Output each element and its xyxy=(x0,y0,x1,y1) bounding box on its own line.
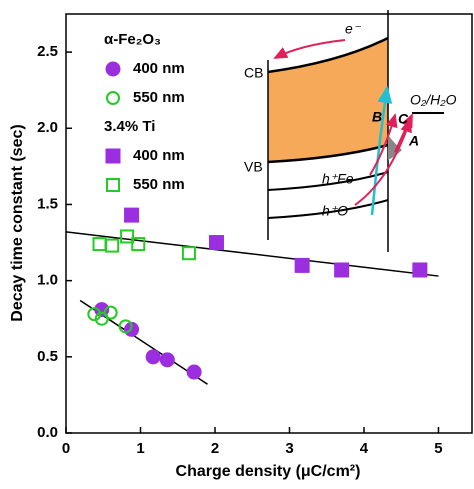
point xyxy=(87,307,102,322)
y-tick-label: 0.0 xyxy=(37,424,58,441)
arrow-red xyxy=(369,113,398,176)
point xyxy=(92,237,107,252)
point xyxy=(145,349,161,365)
inset-label: h⁺O xyxy=(322,203,348,219)
inset-label: e⁻ xyxy=(345,21,362,37)
arrow-a xyxy=(354,118,412,206)
legend-label: 550 nm xyxy=(133,89,185,106)
x-tick-label: 2 xyxy=(211,440,219,457)
inset-label: B xyxy=(372,109,382,125)
x-tick-label: 0 xyxy=(62,440,70,457)
legend-marker xyxy=(106,91,120,105)
cb-edge xyxy=(267,36,389,74)
y-tick-label: 1.0 xyxy=(37,272,58,289)
point xyxy=(159,352,175,368)
inset-label: C xyxy=(398,111,409,127)
arrow-b xyxy=(370,85,393,216)
legend-label: 550 nm xyxy=(133,176,185,193)
inset-label: VB xyxy=(244,159,263,175)
legend-group: 3.4% Ti xyxy=(104,118,155,135)
point xyxy=(334,262,350,278)
y-tick-label: 2.0 xyxy=(37,119,58,136)
y-tick-label: 0.5 xyxy=(37,348,58,365)
vb-edge xyxy=(267,143,389,164)
point xyxy=(181,246,196,261)
legend-marker xyxy=(105,61,121,77)
inset-label: O₂/H₂O xyxy=(410,92,457,108)
inset-label: A xyxy=(408,133,419,149)
x-tick-label: 1 xyxy=(136,440,144,457)
x-axis-label: Charge density (μC/cm²) xyxy=(176,463,361,480)
o-level xyxy=(267,199,389,219)
point xyxy=(105,238,120,253)
y-tick-label: 2.5 xyxy=(37,43,58,60)
x-tick-label: 4 xyxy=(360,440,369,457)
fit-line xyxy=(65,231,439,277)
legend-label: 400 nm xyxy=(133,147,185,164)
y-axis-label: Decay time constant (sec) xyxy=(9,124,26,321)
point xyxy=(186,364,202,380)
y-tick-label: 1.5 xyxy=(37,195,58,212)
point xyxy=(294,257,310,273)
x-tick-label: 5 xyxy=(434,440,442,457)
point xyxy=(412,262,428,278)
point xyxy=(118,319,133,334)
point xyxy=(208,235,224,251)
inset-label: h⁺Fe xyxy=(322,171,354,187)
electron-arrow xyxy=(273,39,346,59)
point xyxy=(120,229,135,244)
inset-label: CB xyxy=(244,65,263,81)
legend-group: α-Fe₂O₃ xyxy=(104,31,161,48)
legend-marker xyxy=(105,148,121,164)
x-tick-label: 3 xyxy=(285,440,293,457)
band-region xyxy=(268,38,388,162)
legend-marker xyxy=(106,178,120,192)
inset-diagram: e⁻ CB VB O₂/H₂O B C A h⁺Fe h⁺O xyxy=(244,10,457,252)
surface-state xyxy=(388,135,402,160)
plot-frame xyxy=(65,13,473,434)
point xyxy=(124,207,140,223)
point xyxy=(131,237,146,252)
legend-label: 400 nm xyxy=(133,60,185,77)
point xyxy=(103,305,118,320)
